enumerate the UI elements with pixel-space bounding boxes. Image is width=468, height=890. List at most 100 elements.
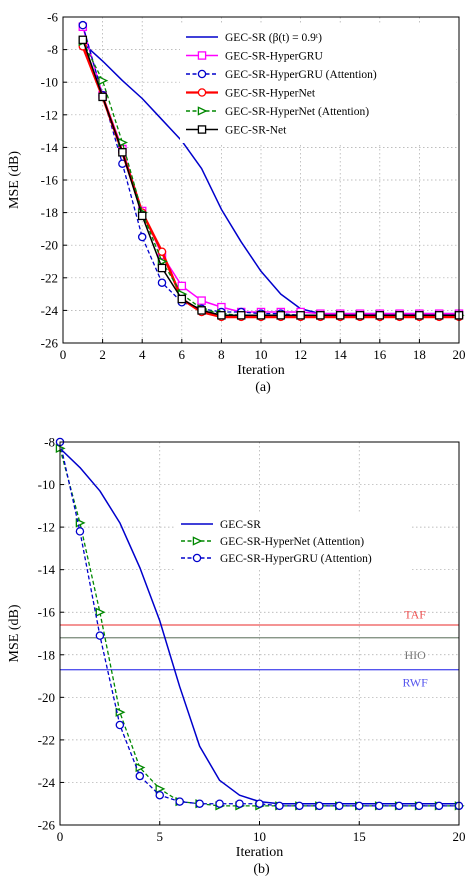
- chart-a-data-point: [236, 311, 246, 320]
- chart-a-data-point: [98, 92, 107, 102]
- chart-b-ytick-label: -8: [44, 435, 55, 450]
- chart-a-data-point: [355, 311, 365, 320]
- chart-a-legend-label: GEC-SR-Net: [225, 125, 287, 137]
- chart-a-legend-label: GEC-SR-HyperNet (Attention): [225, 106, 369, 118]
- chart-b-legend-label: GEC-SR: [220, 519, 261, 531]
- chart-b-ytick-label: -24: [38, 775, 56, 790]
- chart-a-xtick-label: 4: [139, 347, 146, 362]
- chart-a-data-point: [197, 306, 206, 315]
- chart-b-data-point: [155, 784, 166, 794]
- chart-b-data-point: [275, 801, 284, 811]
- chart-a-ytick-label: -14: [41, 140, 59, 155]
- chart-a-legend-label: GEC-SR (β(t) = 0.9ᵗ): [225, 32, 322, 44]
- chart-a-xtick-label: 16: [373, 347, 387, 362]
- chart-b-data-point: [414, 801, 424, 811]
- chart-a-data-point: [177, 294, 187, 304]
- chart-b-y-axis-label: MSE (dB): [7, 604, 22, 662]
- chart-a-xtick-label: 0: [60, 347, 67, 362]
- chart-a-ytick-label: -10: [41, 75, 58, 90]
- chart-a-legend-label: GEC-SR-HyperGRU (Attention): [225, 69, 377, 81]
- chart-a-data-point: [137, 211, 147, 221]
- chart-b-legend-label: GEC-SR-HyperNet (Attention): [220, 536, 364, 548]
- chart-a-data-point: [316, 311, 325, 320]
- chart-b-series-line: [59, 441, 459, 807]
- chart-a-ytick-label: -22: [41, 270, 58, 285]
- chart-b-ytick-label: -18: [38, 647, 55, 662]
- chart-b-legend-item: GEC-SR: [181, 519, 261, 531]
- chart-a-ytick-label: -8: [47, 42, 58, 57]
- chart-a-ytick-label: -24: [41, 303, 59, 318]
- chart-b-data-point: [175, 797, 184, 806]
- chart-a-legend-item: GEC-SR-HyperGRU (Attention): [186, 69, 377, 81]
- chart-b-data-point: [95, 631, 105, 640]
- chart-b-xtick-label: 20: [453, 829, 466, 844]
- chart-b-xtick-label: 10: [253, 829, 266, 844]
- chart-a-data-point: [434, 311, 444, 320]
- chart-a-legend-marker: [197, 51, 207, 60]
- chart-a-caption: (a): [255, 380, 271, 395]
- chart-a-legend-item: GEC-SR-Net: [186, 125, 287, 137]
- chart-b-axes-frame: [59, 441, 460, 826]
- chart-b-data-point: [295, 801, 304, 811]
- chart-a-data-point: [415, 311, 424, 320]
- chart-b-legend-item: GEC-SR-HyperNet (Attention): [181, 536, 364, 548]
- chart-a-data-point: [296, 311, 305, 320]
- chart-b-ytick-label: -16: [38, 605, 56, 620]
- chart-a-legend-item: GEC-SR-HyperNet (Attention): [186, 106, 369, 118]
- chart-a-axes-frame: [62, 16, 460, 344]
- chart-b-data-point: [155, 790, 164, 800]
- chart-a-data-point: [197, 296, 206, 305]
- chart-b-ytick-label: -14: [38, 562, 56, 577]
- chart-b-data-point: [75, 527, 85, 536]
- chart-b-ytick-label: -10: [38, 477, 55, 492]
- chart-a-x-axis-label: Iteration: [237, 363, 284, 378]
- chart-a-data-point: [118, 148, 127, 157]
- chart-a-data-point: [217, 311, 226, 320]
- chart-b-caption: (b): [253, 862, 270, 877]
- chart-a-legend-label: GEC-SR-HyperGRU: [225, 51, 323, 63]
- chart-b-ytick-label: -22: [38, 732, 55, 747]
- chart-a-data-point: [157, 278, 167, 287]
- chart-a-xtick-label: 20: [453, 347, 466, 362]
- chart-a-y-axis-label: MSE (dB): [7, 151, 22, 209]
- chart-b-ytick-label: -12: [38, 520, 55, 535]
- chart-a-data-point: [78, 20, 88, 30]
- chart-a-legend-item: GEC-SR-HyperNet: [186, 88, 316, 100]
- panel-a-chart: 0 2 4 6 8 10 12 14 16 18 20 -6 -8 -10 -12 -14 -16 -18 -20 -…: [7, 10, 466, 396]
- chart-b-x-axis-label: Iteration: [236, 845, 283, 860]
- chart-b-ref-label-taf: TAF: [404, 607, 426, 621]
- chart-a-legend-box: [180, 25, 456, 143]
- chart-a-ytick-label: -16: [41, 173, 59, 188]
- chart-b-data-point: [255, 799, 264, 808]
- chart-a-data-point: [375, 311, 385, 320]
- chart-a-ytick-label: -12: [41, 107, 58, 122]
- chart-a-legend-label: GEC-SR-HyperNet: [225, 88, 316, 100]
- chart-a-data-point: [78, 35, 88, 45]
- chart-b-ytick-label: -20: [38, 690, 55, 705]
- chart-a-ytick-label: -26: [41, 336, 59, 351]
- chart-b-data-point: [335, 801, 344, 811]
- chart-a-data-point: [157, 263, 167, 273]
- chart-b-data-point: [215, 799, 224, 808]
- chart-a-data-point: [137, 232, 147, 242]
- chart-a-data-point: [98, 75, 109, 86]
- chart-a-legend-marker: [197, 69, 207, 79]
- chart-b-legend-label: GEC-SR-HyperGRU (Attention): [220, 553, 372, 565]
- chart-a-legend-item: GEC-SR (β(t) = 0.9ᵗ): [186, 32, 322, 44]
- chart-a-ytick-label: -20: [41, 238, 58, 253]
- chart-a-data-point: [276, 311, 286, 320]
- chart-b-legend-marker: [192, 536, 203, 546]
- chart-a-xtick-label: 2: [99, 347, 106, 362]
- chart-a-legend-marker: [197, 125, 207, 134]
- chart-b-data-point: [115, 720, 125, 730]
- chart-b-data-point: [434, 801, 444, 811]
- chart-b-data-point: [235, 799, 244, 808]
- chart-a-data-point: [157, 247, 167, 256]
- chart-a-legend-marker: [197, 106, 208, 116]
- chart-b-data-point: [354, 801, 364, 811]
- chart-b-legend-marker: [192, 553, 202, 563]
- chart-a-data-point: [177, 281, 187, 291]
- chart-a-xtick-label: 18: [413, 347, 426, 362]
- chart-b-ref-label-hio: HIO: [404, 648, 426, 662]
